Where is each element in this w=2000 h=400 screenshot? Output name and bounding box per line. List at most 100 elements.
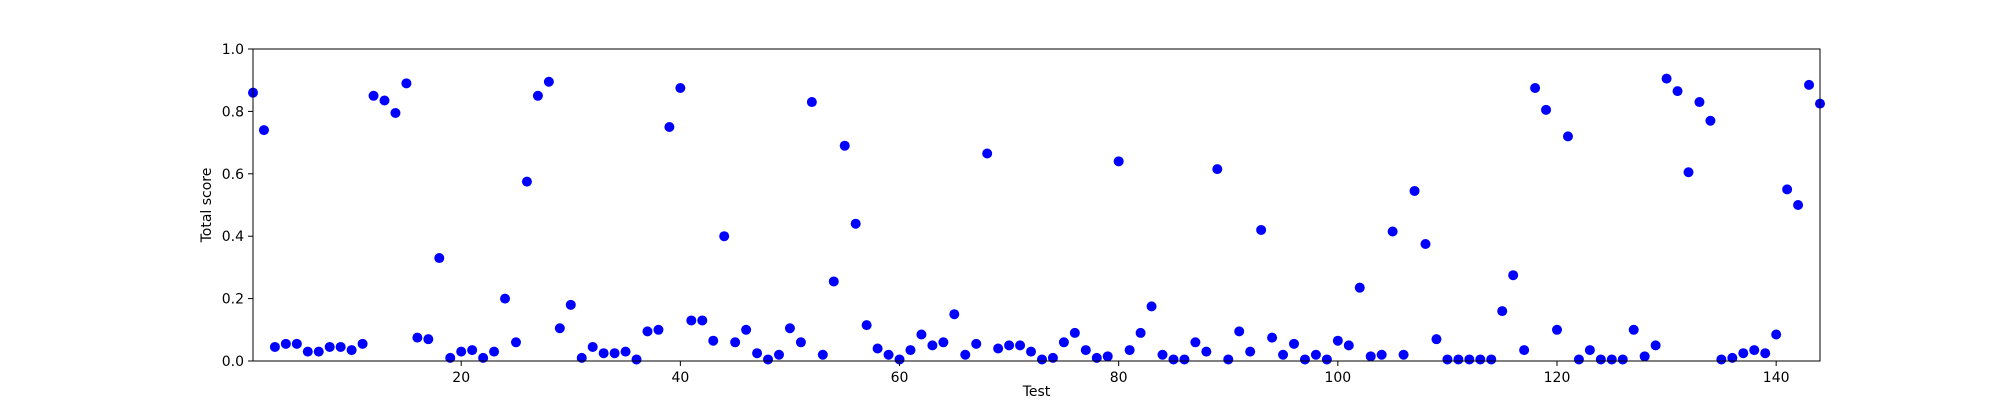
- data-point: [1343, 340, 1354, 351]
- data-point: [1738, 348, 1749, 359]
- data-point: [620, 346, 631, 357]
- data-point: [1091, 352, 1102, 363]
- data-point: [1683, 167, 1694, 178]
- data-point: [456, 346, 467, 357]
- data-point: [1804, 79, 1815, 90]
- data-point: [1672, 86, 1683, 97]
- data-point: [1497, 306, 1508, 317]
- data-point: [1486, 354, 1497, 365]
- data-point: [850, 218, 861, 229]
- data-point: [1771, 329, 1782, 340]
- data-point: [1212, 164, 1223, 175]
- data-point: [1387, 226, 1398, 237]
- y-tick-label: 1.0: [222, 42, 244, 58]
- data-point: [708, 335, 719, 346]
- data-point: [752, 348, 763, 359]
- data-point: [1267, 332, 1278, 343]
- y-axis-ticks: 0.0 0.2 0.4 0.6 0.8 1.0: [222, 42, 253, 370]
- data-point: [1113, 156, 1124, 167]
- y-axis-label: Total score: [199, 168, 215, 244]
- data-point: [1102, 351, 1113, 362]
- data-point: [1661, 73, 1672, 84]
- data-point: [938, 337, 949, 348]
- data-point: [642, 326, 653, 337]
- data-point: [971, 338, 982, 349]
- data-point: [1124, 345, 1135, 356]
- data-point: [1573, 354, 1584, 365]
- data-point: [357, 338, 368, 349]
- data-point: [1354, 282, 1365, 293]
- data-point: [598, 348, 609, 359]
- data-point: [927, 340, 938, 351]
- data-point: [828, 276, 839, 287]
- data-point: [302, 346, 313, 357]
- data-point: [609, 348, 620, 359]
- data-point: [1223, 354, 1234, 365]
- data-point: [894, 354, 905, 365]
- data-point: [346, 345, 357, 356]
- data-point: [335, 341, 346, 352]
- data-point: [1409, 185, 1420, 196]
- data-point: [883, 349, 894, 360]
- data-point: [872, 343, 883, 354]
- data-point: [697, 315, 708, 326]
- data-point: [500, 293, 511, 304]
- data-point: [1310, 349, 1321, 360]
- data-point: [1464, 354, 1475, 365]
- data-point: [445, 352, 456, 363]
- data-point: [1727, 352, 1738, 363]
- data-point: [817, 349, 828, 360]
- data-point: [1256, 224, 1267, 235]
- data-point: [741, 324, 752, 335]
- data-point: [291, 338, 302, 349]
- data-point: [313, 346, 324, 357]
- data-point: [1201, 346, 1212, 357]
- data-point: [1749, 345, 1760, 356]
- data-point: [1168, 354, 1179, 365]
- data-point: [1552, 324, 1563, 335]
- plot-frame: [252, 48, 1821, 362]
- data-point: [730, 337, 741, 348]
- data-point: [773, 349, 784, 360]
- data-point: [1299, 354, 1310, 365]
- data-point: [664, 122, 675, 132]
- x-tick-label: 120: [1544, 370, 1571, 386]
- y-tick-label: 0.4: [222, 229, 244, 245]
- data-point: [1519, 345, 1530, 356]
- data-point: [1694, 97, 1705, 108]
- data-point: [1541, 104, 1552, 115]
- data-point: [554, 323, 565, 334]
- data-point: [1332, 335, 1343, 346]
- data-points: [248, 73, 1825, 365]
- data-point: [1530, 83, 1541, 93]
- x-axis-ticks: 20 40 60 80 100 120 140: [452, 361, 1790, 386]
- data-point: [1146, 301, 1157, 312]
- data-point: [631, 354, 642, 365]
- data-point: [379, 95, 390, 106]
- data-point: [1376, 349, 1387, 360]
- data-point: [1584, 345, 1595, 356]
- x-tick-label: 40: [671, 370, 689, 386]
- data-point: [1606, 354, 1617, 365]
- data-point: [478, 352, 489, 363]
- data-point: [368, 90, 379, 101]
- data-point: [1047, 352, 1058, 363]
- data-point: [1639, 351, 1650, 362]
- data-point: [1015, 340, 1026, 351]
- data-point: [565, 299, 576, 310]
- x-tick-label: 140: [1763, 370, 1790, 386]
- x-tick-label: 80: [1110, 370, 1128, 386]
- data-point: [1420, 239, 1431, 249]
- data-point: [1508, 270, 1519, 281]
- data-point: [1058, 337, 1069, 348]
- data-point: [1453, 354, 1464, 365]
- data-point: [1365, 351, 1376, 362]
- data-point: [1234, 326, 1245, 337]
- data-point: [1321, 354, 1332, 365]
- data-point: [269, 341, 280, 352]
- data-point: [1135, 327, 1146, 338]
- data-point: [1190, 337, 1201, 348]
- x-axis-label: Test: [1022, 384, 1051, 400]
- data-point: [1628, 324, 1639, 335]
